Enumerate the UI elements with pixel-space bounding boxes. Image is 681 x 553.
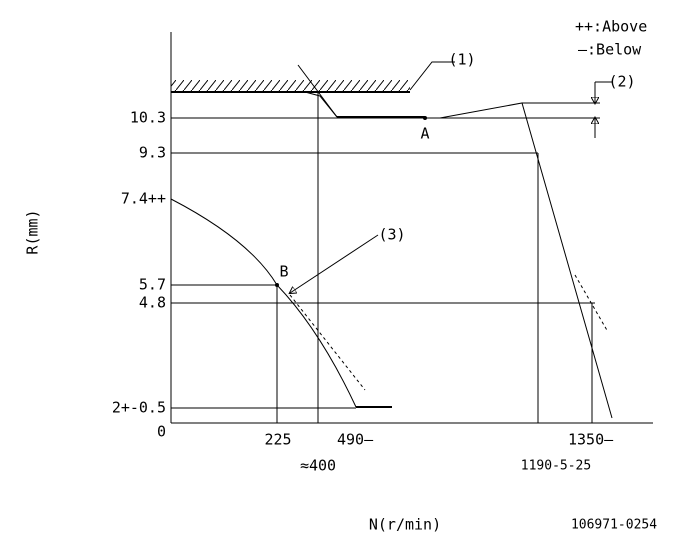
x-label: 1350— — [568, 431, 614, 449]
callout: (2) — [608, 73, 635, 91]
x-axis-title: N(r/min) — [369, 516, 441, 534]
y-label: 4.8 — [139, 294, 166, 312]
legend-above: ++:Above — [575, 18, 647, 36]
drawing — [170, 32, 653, 424]
point-label: A — [420, 125, 429, 143]
x-label: 490— — [337, 431, 374, 449]
x-label: 225 — [264, 431, 291, 449]
point-label: B — [279, 263, 288, 281]
y-label: 2+-0.5 — [112, 399, 166, 417]
callout: (1) — [448, 51, 475, 69]
legend-below: —:Below — [578, 41, 642, 59]
y-label: 7.4++ — [121, 190, 166, 208]
y-label: 0 — [157, 423, 166, 441]
x-label: 1190-5-25 — [521, 459, 591, 474]
y-label: 9.3 — [139, 144, 166, 162]
callout: (3) — [378, 226, 405, 244]
x-label: ≈400 — [300, 457, 336, 475]
y-axis-title: R(mm) — [24, 209, 42, 254]
y-label: 10.3 — [130, 109, 166, 127]
y-label: 5.7 — [139, 276, 166, 294]
drawing-code: 106971-0254 — [571, 518, 657, 533]
